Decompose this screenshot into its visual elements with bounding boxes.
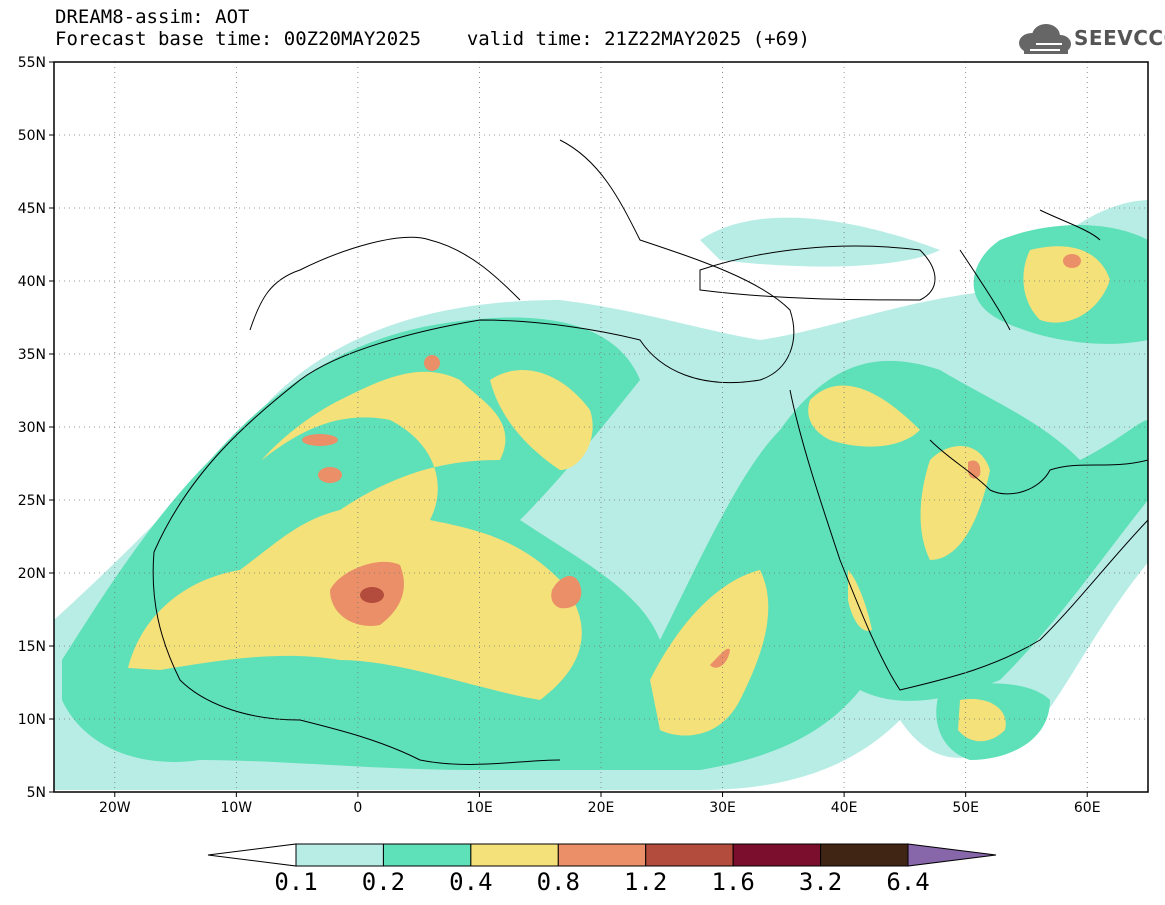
title-line: DREAM8-assim: AOT [55, 6, 250, 28]
logo-text: SEEVCCC [1074, 26, 1165, 50]
colorbar-level-label: 0.4 [449, 868, 493, 896]
colorbar-level-label: 0.8 [536, 868, 580, 896]
colorbar-level-label: 0.2 [361, 868, 406, 896]
colorbar [207, 843, 997, 867]
colorbar-box [557, 843, 647, 867]
lat-axis: 5N 10N 15N 20N 25N 30N 35N 40N 45N 50N 55N [18, 55, 46, 801]
colorbar-box [645, 843, 734, 867]
colorbar-level-label: 1.2 [624, 868, 668, 896]
lon-tick-label: 20W [99, 800, 131, 816]
colorbar-level-label: 0.1 [274, 868, 318, 896]
seevccc-logo: SEEVCCC [1016, 22, 1165, 58]
colorbar-level-label: 6.4 [886, 868, 930, 896]
colorbar-labels: 0.1 0.2 0.4 0.8 1.2 1.6 3.2 6.4 [0, 868, 1165, 898]
lat-tick-label: 30N [18, 420, 46, 436]
lon-tick-label: 40E [831, 800, 858, 816]
lon-tick-label: 0 [353, 800, 362, 816]
colorbar-over-triangle [907, 843, 997, 867]
colorbar-box [820, 843, 909, 867]
map-title: DREAM8-assim: AOT Forecast base time: 00… [55, 6, 810, 50]
lat-tick-label: 25N [18, 493, 46, 509]
lat-tick-label: 10N [18, 712, 46, 728]
valid-time: valid time: 21Z22MAY2025 (+69) [466, 28, 810, 50]
lon-axis: 20W 10W 0 10E 20E 30E 40E 50E 60E [99, 800, 1101, 816]
colorbar-under-triangle [207, 843, 297, 867]
lon-tick-label: 30E [709, 800, 736, 816]
lat-tick-label: 50N [18, 128, 46, 144]
lon-tick-label: 20E [588, 800, 615, 816]
lat-tick-label: 35N [18, 347, 46, 363]
lon-tick-label: 10W [220, 800, 252, 816]
aot-band-1.2 [360, 587, 384, 603]
lat-tick-label: 55N [18, 55, 46, 71]
colorbar-box [382, 843, 472, 867]
lat-tick-label: 20N [18, 566, 46, 582]
colorbar-box [470, 843, 559, 867]
lon-tick-label: 10E [466, 800, 493, 816]
colorbar-level-label: 3.2 [798, 868, 843, 896]
colorbar-box [295, 843, 384, 867]
lat-tick-label: 15N [18, 639, 46, 655]
lat-tick-label: 45N [18, 201, 46, 217]
base-time: Forecast base time: 00Z20MAY2025 [55, 28, 422, 50]
grid-lines [54, 61, 1148, 793]
aot-field [54, 62, 1148, 792]
lat-tick-label: 5N [27, 785, 46, 801]
coastlines [152, 139, 1148, 765]
colorbar-box [732, 843, 822, 867]
cloud-icon [1019, 24, 1071, 54]
lon-tick-label: 60E [1074, 800, 1101, 816]
lat-tick-label: 40N [18, 274, 46, 290]
axis-ticks [49, 61, 1088, 797]
lon-tick-label: 50E [952, 800, 979, 816]
colorbar-level-label: 1.6 [711, 868, 755, 896]
